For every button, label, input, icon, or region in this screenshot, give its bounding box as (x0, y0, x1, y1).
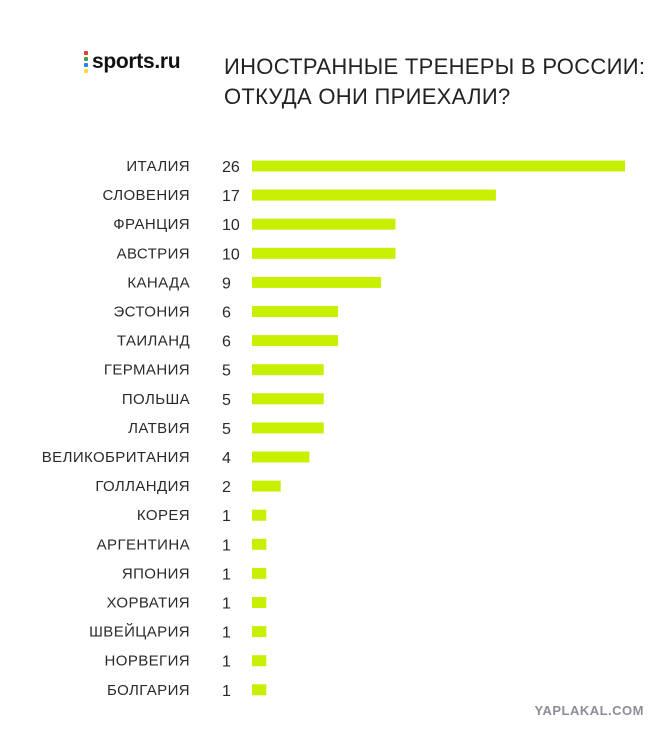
value-label: 1 (222, 654, 231, 671)
bar (252, 655, 267, 667)
category-label: ШВЕЙЦАРИЯ (89, 623, 190, 641)
bar (252, 247, 396, 259)
chart-title: ИНОСТРАННЫЕ ТРЕНЕРЫ В РОССИИ: ОТКУДА ОНИ… (224, 52, 645, 112)
category-label: ПОЛЬША (122, 391, 190, 408)
bar (252, 684, 267, 696)
category-label: ГЕРМАНИЯ (104, 362, 190, 379)
logo-dot-red (84, 51, 88, 55)
category-label: ФРАНЦИЯ (113, 216, 190, 233)
logo-text: sports.ru (92, 50, 181, 73)
category-label: КОРЕЯ (137, 507, 190, 524)
value-label: 5 (222, 392, 231, 409)
category-label: ХОРВАТИЯ (107, 595, 191, 612)
value-label: 1 (222, 683, 231, 700)
value-label: 9 (222, 275, 231, 292)
watermark: YAPLAKAL.COM (534, 703, 644, 718)
category-label: НОРВЕГИЯ (105, 653, 190, 670)
value-label: 1 (222, 508, 231, 525)
value-label: 2 (222, 479, 231, 496)
value-label: 1 (222, 566, 231, 583)
bar (252, 480, 281, 492)
value-label: 6 (222, 334, 231, 351)
bar (252, 218, 396, 230)
bar (252, 509, 267, 521)
category-label: ЛАТВИЯ (128, 420, 190, 437)
bar (252, 451, 310, 463)
value-label: 10 (222, 246, 240, 263)
value-label: 1 (222, 596, 231, 613)
category-label: ЭСТОНИЯ (113, 304, 190, 321)
value-label: 26 (222, 159, 240, 176)
value-label: 1 (222, 537, 231, 554)
bar (252, 335, 339, 347)
value-label: 10 (222, 217, 240, 234)
bar (252, 160, 625, 172)
category-label: ГОЛЛАНДИЯ (95, 478, 190, 495)
category-label: БОЛГАРИЯ (107, 682, 190, 699)
chart-title-line-1: ИНОСТРАННЫЕ ТРЕНЕРЫ В РОССИИ: (224, 54, 646, 79)
value-label: 6 (222, 305, 231, 322)
category-label: ЯПОНИЯ (122, 565, 190, 582)
category-label: АВСТРИЯ (117, 245, 190, 262)
bar (252, 393, 324, 405)
bar (252, 189, 496, 201)
bar (252, 626, 267, 638)
bar (252, 538, 267, 550)
value-label: 5 (222, 363, 231, 380)
value-label: 1 (222, 625, 231, 642)
category-label: ВЕЛИКОБРИТАНИЯ (42, 449, 190, 466)
sports-ru-logo: sports.ru (84, 50, 181, 74)
category-label: СЛОВЕНИЯ (102, 187, 190, 204)
bar (252, 567, 267, 579)
value-label: 5 (222, 421, 231, 438)
logo-dot-yellow (84, 69, 88, 73)
category-label: КАНАДА (127, 274, 190, 291)
category-label: АРГЕНТИНА (97, 536, 190, 553)
bar (252, 276, 382, 288)
logo-dots-icon (84, 51, 88, 73)
bar (252, 364, 324, 376)
value-label: 4 (222, 450, 231, 467)
bar (252, 306, 339, 317)
logo-dot-blue (84, 63, 88, 67)
category-label: ИТАЛИЯ (126, 158, 190, 175)
logo-dot-green (84, 57, 88, 61)
value-label: 17 (222, 188, 240, 205)
category-label: ТАИЛАНД (117, 333, 190, 350)
bar (252, 422, 324, 434)
bar (252, 597, 267, 608)
chart-title-line-2: ОТКУДА ОНИ ПРИЕХАЛИ? (224, 84, 511, 109)
